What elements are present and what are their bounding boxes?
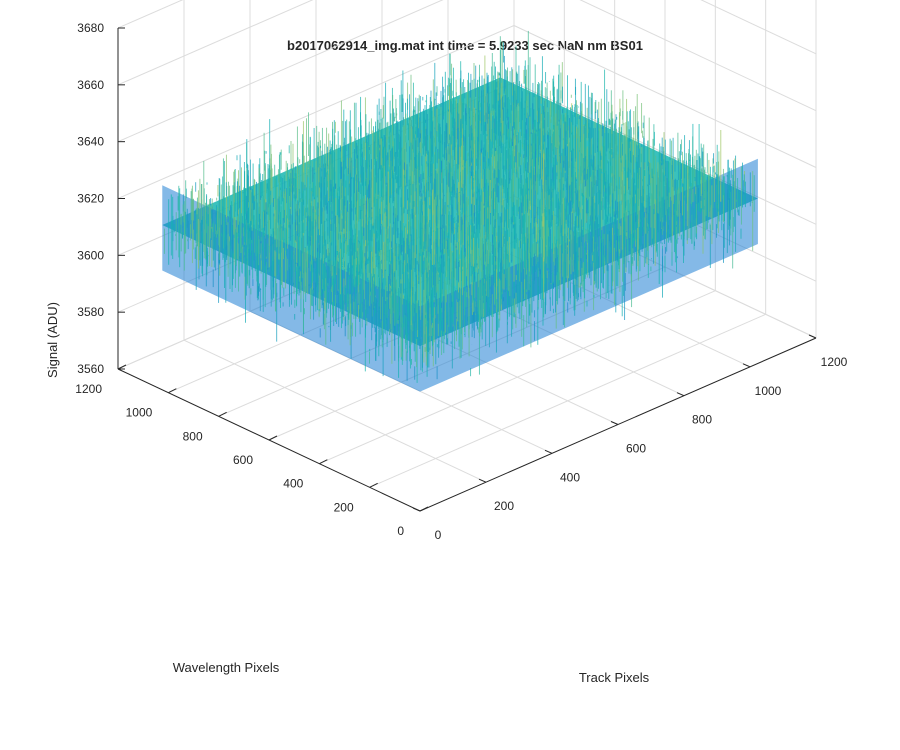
chart-title: b2017062914_img.mat int time = 5.9233 se… [287,38,643,53]
floor-grid-y [369,313,766,488]
wall-grid-z [700,0,817,55]
wall-grid-z [117,0,444,143]
surface-edge [420,158,758,392]
surface [162,30,758,392]
wall-grid-z [579,0,817,112]
floor-grid-y [319,290,716,465]
wall-grid-z [513,25,817,168]
wall-grid-z [117,25,515,199]
wall-grid-z [117,0,314,86]
